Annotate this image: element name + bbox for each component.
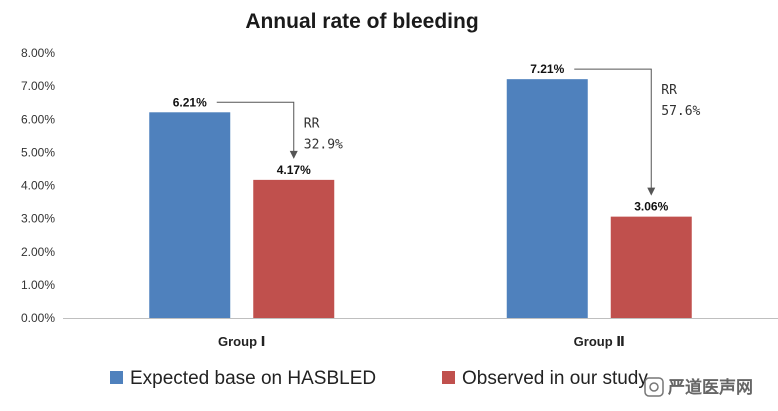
rr-label: RR (304, 116, 320, 131)
category-label: Group Ⅰ (218, 334, 265, 349)
chart-title: Annual rate of bleeding (245, 10, 478, 33)
data-label: 7.21% (530, 62, 564, 76)
rr-arrow-line (574, 68, 652, 189)
data-label: 4.17% (277, 163, 311, 177)
watermark-logo-frame (644, 377, 664, 397)
bar-observed-group-1 (253, 179, 335, 318)
legend-swatch-expected (110, 371, 123, 384)
y-tick-label: 2.00% (21, 245, 55, 259)
watermark-logo-icon (644, 377, 664, 397)
legend: Expected base on HASBLED Observed in our … (110, 368, 648, 389)
y-tick-label: 1.00% (21, 278, 55, 292)
y-tick-label: 4.00% (21, 179, 55, 193)
data-label: 3.06% (634, 200, 668, 214)
y-tick-label: 7.00% (21, 79, 55, 93)
rr-value: 57.6% (661, 104, 700, 119)
y-tick-label: 5.00% (21, 145, 55, 159)
rr-arrow-head (289, 150, 298, 159)
bar-series (149, 79, 692, 318)
rr-arrow-head (647, 187, 656, 196)
rr-annotations: RR 32.9% RR 57.6% (216, 68, 701, 196)
bar-expected-group-1 (149, 112, 231, 318)
bar-expected-group-2 (506, 79, 588, 318)
rr-label: RR (661, 83, 677, 98)
y-tick-label: 0.00% (21, 311, 55, 325)
watermark-logo-dot (649, 382, 659, 392)
legend-label: Observed in our study (462, 368, 648, 389)
bar-observed-group-2 (610, 216, 692, 318)
y-axis: 0.00% 1.00% 2.00% 3.00% 4.00% 5.00% 6.00% 7.00%… (21, 46, 778, 325)
watermark-text: 严道医声网 (668, 377, 753, 397)
x-axis: Group Ⅰ Group Ⅱ (218, 334, 625, 349)
rr-arrow-line (216, 101, 295, 152)
data-labels: 6.21% 4.17% 7.21% 3.06% (173, 62, 669, 213)
data-label: 6.21% (173, 95, 207, 109)
legend-label: Expected base on HASBLED (130, 368, 376, 389)
rr-value: 32.9% (304, 137, 343, 152)
y-tick-label: 8.00% (21, 46, 55, 60)
y-tick-label: 3.00% (21, 212, 55, 226)
legend-swatch-observed (442, 371, 455, 384)
category-label: Group Ⅱ (574, 334, 625, 349)
y-tick-label: 6.00% (21, 112, 55, 126)
